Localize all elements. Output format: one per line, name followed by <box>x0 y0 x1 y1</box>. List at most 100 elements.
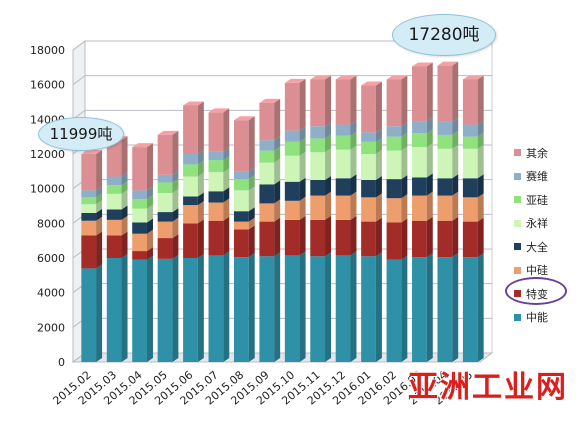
bar-segment-side <box>426 143 433 178</box>
bar-segment-side <box>121 205 128 220</box>
bar-segment <box>386 259 402 362</box>
bar-segment-side <box>172 208 179 222</box>
bar-segment <box>361 180 376 198</box>
bar-segment <box>335 124 351 136</box>
bar-segment <box>284 255 300 362</box>
bar-segment-side <box>197 172 204 197</box>
bar-segment <box>335 149 351 179</box>
bar-segment-side <box>121 189 128 210</box>
bar-segment <box>259 203 275 222</box>
bar-segment <box>208 151 224 161</box>
bar-segment <box>335 178 351 196</box>
bar-segment-side <box>223 156 230 173</box>
bar-segment-side <box>248 167 255 180</box>
bar-segment-side <box>121 172 128 186</box>
bar-segment-side <box>325 176 332 196</box>
y-tick-label: 18000 <box>30 44 65 57</box>
bar-segment-side <box>477 174 484 198</box>
legend-swatch <box>514 243 521 251</box>
bar-segment <box>259 102 275 141</box>
bar-segment <box>259 184 275 204</box>
bar-segment <box>81 204 97 213</box>
bar-segment <box>157 134 173 175</box>
bar-segment <box>437 148 453 179</box>
bar-segment <box>412 121 427 134</box>
bar-segment-side <box>248 207 255 222</box>
bar-segment <box>183 258 198 362</box>
bar-segment <box>437 65 453 122</box>
bar-segment <box>132 199 147 209</box>
bar-segment-side <box>477 120 484 137</box>
bar-top <box>284 78 306 83</box>
bar-segment <box>462 221 478 258</box>
bar-segment <box>106 209 122 220</box>
bar-segment-side <box>426 173 433 196</box>
bar-segment-side <box>274 180 281 204</box>
bar-segment-side <box>350 145 357 179</box>
bar-segment <box>386 222 402 260</box>
bar-segment <box>284 155 300 182</box>
bar-segment-side <box>172 254 179 362</box>
bar-segment <box>183 205 198 224</box>
bar-segment <box>81 235 97 269</box>
bar-segment-side <box>426 129 433 148</box>
legend-highlight-ring <box>505 277 567 305</box>
bar-segment-side <box>223 147 230 161</box>
legend-swatch <box>514 149 521 157</box>
bar-segment-side <box>121 231 128 258</box>
bar-segment <box>81 154 97 191</box>
bar-segment <box>361 154 376 180</box>
bar-segment <box>310 180 326 196</box>
bar-segment <box>462 178 478 198</box>
bar-segment-side <box>325 134 332 153</box>
y-tick-label: 0 <box>58 356 65 369</box>
bar-segment-side <box>325 252 332 362</box>
bar-segment <box>462 79 478 125</box>
bar-segment <box>361 141 376 154</box>
bar-segment-side <box>274 98 281 141</box>
bar-segment-side <box>146 195 153 209</box>
bar-segment-side <box>375 150 382 180</box>
bar-segment-side <box>172 217 179 239</box>
bar-top <box>462 75 484 80</box>
bar-segment <box>310 219 326 257</box>
legend-item: 中硅 <box>514 259 578 283</box>
bar-top <box>81 150 103 155</box>
bar-segment <box>462 124 478 137</box>
bar-segment-side <box>223 187 230 203</box>
bar-segment-side <box>248 186 255 212</box>
bar-segment-side <box>452 130 459 149</box>
bar-segment-side <box>426 62 433 122</box>
bar-segment-side <box>197 160 204 177</box>
watermark-logo: 亚洲工业网 <box>408 370 568 405</box>
bar-segment-side <box>325 148 332 180</box>
legend-label: 大全 <box>526 240 548 254</box>
bar-segment <box>233 229 249 258</box>
bar-stacks <box>81 61 484 362</box>
bar-segment-side <box>401 132 408 151</box>
bar-segment-side <box>350 191 357 220</box>
legend-item: 永祥 <box>514 212 578 236</box>
bar-segment-side <box>325 215 332 257</box>
gridline-diagonal <box>72 75 86 86</box>
bar-segment-side <box>121 254 128 362</box>
bar-segment <box>386 136 402 151</box>
bar-segment <box>106 258 122 362</box>
bar-segment <box>335 135 351 150</box>
bar-segment-side <box>401 255 408 362</box>
bar-segment <box>361 221 376 257</box>
bar-segment <box>132 222 147 234</box>
bar-segment <box>335 195 351 220</box>
bar-segment-side <box>299 177 306 201</box>
bar-segment-side <box>146 247 153 260</box>
bar-segment <box>132 208 147 223</box>
bar-segment-side <box>96 200 103 213</box>
bar-segment-side <box>426 191 433 221</box>
bar-segment-side <box>274 252 281 362</box>
y-tick-label: 12000 <box>30 148 65 161</box>
bar-segment-side <box>426 117 433 134</box>
legend-label: 其余 <box>526 146 548 160</box>
bar-segment-side <box>299 215 306 256</box>
y-tick-label: 4000 <box>37 287 65 300</box>
bar-segment-side <box>96 231 103 269</box>
